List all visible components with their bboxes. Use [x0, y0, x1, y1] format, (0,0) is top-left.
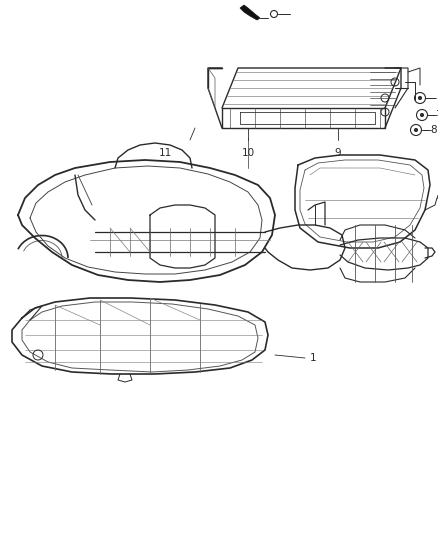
Text: 11: 11	[159, 148, 172, 158]
Text: 8: 8	[430, 125, 437, 135]
Circle shape	[420, 114, 424, 117]
Circle shape	[418, 96, 421, 100]
Text: 1: 1	[310, 353, 317, 363]
Text: 9: 9	[335, 148, 341, 158]
Text: 2: 2	[437, 200, 438, 210]
Text: 7: 7	[435, 110, 438, 120]
Polygon shape	[240, 5, 260, 20]
Text: 10: 10	[241, 148, 254, 158]
Circle shape	[414, 128, 417, 132]
Text: 6: 6	[437, 93, 438, 103]
